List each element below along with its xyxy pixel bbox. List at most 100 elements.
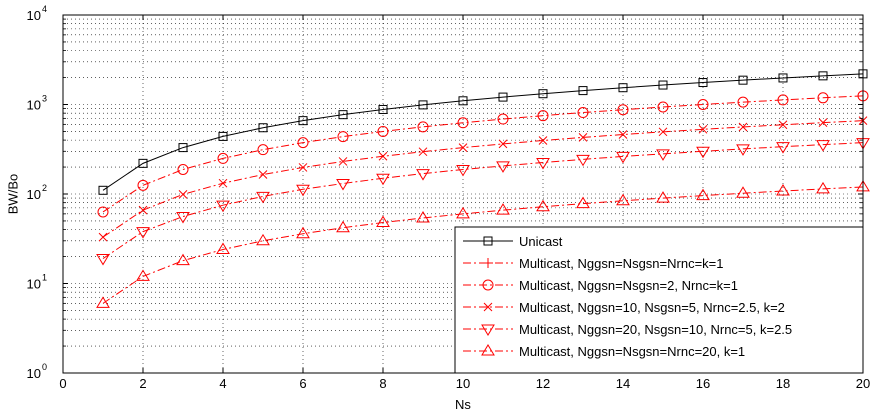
data-point: [738, 122, 748, 132]
legend-entry: Multicast, Nggsn=Nsgsn=Nrnc=20, k=1: [463, 344, 745, 359]
data-point: [457, 117, 469, 129]
legend: Unicast Multicast, Nggsn=Nsgsn=Nrnc=k=1 Mu…: [454, 226, 864, 374]
data-point: [696, 146, 710, 159]
y-axis-label: BW/Bo: [5, 174, 20, 214]
series-3: [98, 116, 868, 242]
data-point: [218, 131, 228, 141]
data-point: [736, 186, 750, 198]
legend-label: Unicast: [519, 234, 563, 249]
y-tick-label: 10 4: [27, 4, 47, 23]
legend-box: [454, 226, 864, 374]
series-0: [98, 69, 868, 195]
data-point: [617, 104, 629, 116]
data-point: [778, 120, 788, 130]
data-point: [698, 124, 708, 134]
data-point: [576, 154, 590, 167]
data-point: [178, 190, 188, 199]
legend-entry: Multicast, Nggsn=Nsgsn=Nrnc=k=1: [463, 256, 723, 271]
data-point: [297, 137, 309, 149]
data-point: [496, 161, 510, 173]
data-point: [258, 123, 268, 133]
y-tick-exp: 0: [42, 362, 47, 372]
data-point: [138, 205, 148, 215]
data-point: [376, 215, 390, 228]
data-point: [416, 210, 430, 223]
x-axis-label: Ns: [455, 397, 471, 412]
data-point: [96, 254, 110, 266]
data-point: [217, 152, 229, 164]
data-point: [336, 179, 350, 191]
data-point: [696, 188, 710, 201]
data-point: [537, 110, 549, 122]
data-point: [416, 169, 430, 181]
data-point: [738, 75, 748, 85]
data-point: [656, 191, 670, 203]
data-point: [577, 107, 589, 119]
y-tick-base: 10: [27, 277, 41, 292]
x-tick-label: 8: [379, 376, 386, 391]
legend-label: Multicast, Nggsn=20, Nsgsn=10, Nrnc=5, k…: [519, 322, 792, 337]
series-line: [102, 186, 864, 304]
y-tick-base: 10: [27, 187, 41, 202]
data-point: [136, 269, 150, 281]
data-point: [536, 199, 550, 212]
data-point: [296, 226, 310, 239]
series-5: [96, 179, 870, 308]
y-tick-exp: 2: [42, 183, 47, 193]
legend-marker: [483, 302, 493, 312]
data-point: [818, 118, 828, 127]
y-tick-label: 10 3: [27, 94, 47, 113]
data-point: [256, 233, 270, 246]
data-point: [337, 131, 349, 143]
x-tick-label: 18: [776, 376, 790, 391]
x-tick-label: 10: [456, 376, 470, 391]
data-point: [616, 151, 630, 164]
data-point: [776, 142, 790, 154]
data-point: [216, 242, 230, 254]
x-tick-label: 16: [696, 376, 710, 391]
series-4: [96, 138, 870, 266]
legend-marker: [481, 344, 495, 356]
y-tick-exp: 3: [42, 94, 47, 104]
series-line: [102, 120, 864, 238]
legend-marker: [481, 324, 495, 336]
y-tick-base: 10: [27, 366, 41, 381]
data-point: [578, 86, 588, 96]
data-point: [697, 99, 709, 110]
x-tick-label: 20: [856, 376, 870, 391]
data-point: [578, 133, 588, 142]
legend-entry: Multicast, Nggsn=Nsgsn=2, Nrnc=k=1: [463, 278, 738, 293]
data-point: [336, 220, 350, 233]
legend-entry: Multicast, Nggsn=10, Nsgsn=5, Nrnc=2.5, …: [463, 300, 785, 315]
data-point: [658, 80, 668, 90]
data-point: [618, 130, 628, 139]
data-point: [136, 227, 150, 239]
data-point: [338, 110, 348, 120]
data-point: [658, 127, 668, 137]
data-point: [256, 191, 270, 204]
legend-label: Multicast, Nggsn=Nsgsn=2, Nrnc=k=1: [519, 278, 738, 293]
data-point: [538, 89, 548, 99]
x-tick-label: 2: [139, 376, 146, 391]
data-point: [458, 96, 468, 106]
data-point: [258, 170, 268, 179]
data-point: [418, 147, 428, 157]
data-point: [496, 203, 510, 215]
data-point: [97, 206, 109, 218]
data-point: [376, 173, 390, 186]
data-point: [177, 163, 189, 175]
data-point: [817, 92, 829, 104]
data-point: [498, 139, 508, 149]
y-tick-exp: 4: [42, 4, 47, 14]
data-point: [497, 113, 509, 125]
data-point: [498, 92, 508, 102]
data-point: [538, 136, 548, 145]
data-point: [458, 143, 468, 152]
data-point: [456, 164, 470, 177]
data-point: [176, 253, 190, 266]
legend-marker: [483, 236, 493, 246]
legend-label: Multicast, Nggsn=10, Nsgsn=5, Nrnc=2.5, …: [519, 300, 785, 315]
data-point: [378, 151, 388, 161]
